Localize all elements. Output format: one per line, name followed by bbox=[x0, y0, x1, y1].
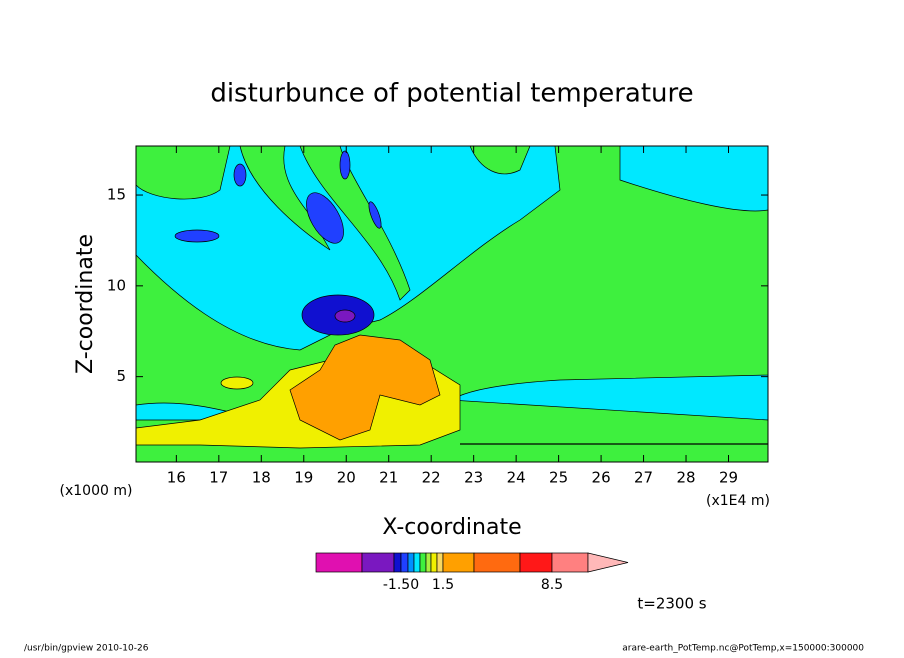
colorbar-swatch bbox=[425, 552, 432, 573]
contour-region bbox=[368, 201, 382, 229]
footer-right: arare-earth_PotTemp.nc@PotTemp,x=150000:… bbox=[622, 644, 864, 654]
colorbar-tick-label: 8.5 bbox=[541, 577, 563, 593]
colorbar-swatch bbox=[361, 552, 395, 573]
colorbar-swatch bbox=[419, 552, 427, 573]
footer-left: /usr/bin/gpview 2010-10-26 bbox=[24, 644, 149, 654]
x-unit-left: (x1000 m) bbox=[60, 483, 133, 499]
x-tick-label: 28 bbox=[676, 469, 695, 487]
colorbar-swatch bbox=[400, 552, 409, 573]
x-tick-label: 18 bbox=[252, 469, 271, 487]
plot-frame bbox=[135, 145, 769, 463]
colorbar-swatch bbox=[473, 552, 521, 573]
contour-region bbox=[239, 146, 331, 251]
x-axis-label: X-coordinate bbox=[382, 515, 521, 540]
y-tick-label: 15 bbox=[107, 186, 126, 204]
contour-region bbox=[469, 146, 531, 175]
chart-title: disturbunce of potential temperature bbox=[210, 79, 693, 109]
x-tick-label: 17 bbox=[209, 469, 228, 487]
x-tick-label: 29 bbox=[719, 469, 738, 487]
x-tick-label: 16 bbox=[167, 469, 186, 487]
x-tick-label: 20 bbox=[337, 469, 356, 487]
x-tick-label: 22 bbox=[422, 469, 441, 487]
x-tick-label: 21 bbox=[379, 469, 398, 487]
contour-region bbox=[174, 229, 220, 243]
x-tick-label: 25 bbox=[549, 469, 568, 487]
contour-field bbox=[136, 146, 768, 462]
colorbar-extension bbox=[587, 552, 629, 573]
colorbar-swatch bbox=[315, 552, 363, 573]
x-tick-label: 27 bbox=[634, 469, 653, 487]
colorbar-swatch bbox=[430, 552, 438, 573]
y-axis-label: Z-coordinate bbox=[73, 234, 98, 374]
contour-region bbox=[339, 150, 351, 180]
x-tick-label: 23 bbox=[464, 469, 483, 487]
contour-region bbox=[306, 192, 344, 244]
x-tick-label: 24 bbox=[507, 469, 526, 487]
y-tick-label: 10 bbox=[107, 276, 126, 294]
colorbar-swatch bbox=[551, 552, 589, 573]
y-tick-label: 5 bbox=[116, 367, 126, 385]
x-tick-label: 19 bbox=[294, 469, 313, 487]
contour-region bbox=[220, 376, 254, 390]
contour-region bbox=[136, 146, 231, 200]
colorbar-swatch bbox=[413, 552, 421, 573]
colorbar-swatch bbox=[519, 552, 553, 573]
colorbar-tick-label: -1.50 bbox=[383, 577, 419, 593]
contour-region bbox=[289, 334, 441, 441]
contour-region bbox=[233, 163, 247, 187]
x-unit-right: (x1E4 m) bbox=[706, 493, 770, 509]
time-label: t=2300 s bbox=[637, 595, 706, 613]
colorbar-swatch bbox=[442, 552, 475, 573]
colorbar-swatch bbox=[393, 552, 402, 573]
colorbar-swatch bbox=[436, 552, 444, 573]
contour-region bbox=[334, 309, 356, 323]
contour-region bbox=[299, 146, 411, 301]
colorbar-swatch bbox=[407, 552, 415, 573]
x-tick-label: 26 bbox=[592, 469, 611, 487]
colorbar-tick-label: 1.5 bbox=[432, 577, 454, 593]
